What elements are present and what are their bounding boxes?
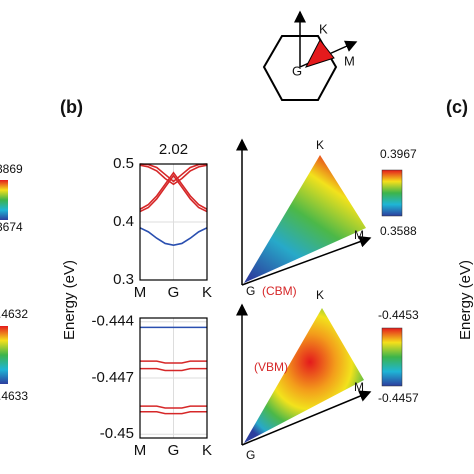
colorbar-label: .4632 bbox=[0, 307, 28, 321]
vbm-map bbox=[236, 303, 372, 446]
y-tick-label: -0.444 bbox=[91, 313, 134, 330]
colorbar-min: -0.4457 bbox=[378, 391, 419, 405]
colorbar-max: 0.3967 bbox=[380, 147, 417, 161]
band-line bbox=[139, 164, 208, 186]
colorbar bbox=[0, 180, 8, 220]
y-tick-label: -0.45 bbox=[100, 425, 134, 442]
y-axis-label: Energy (eV) bbox=[61, 260, 78, 340]
colorbar bbox=[0, 326, 8, 384]
point-g: G bbox=[246, 284, 255, 298]
y-tick-label: -0.447 bbox=[91, 369, 134, 386]
y-axis-label: Energy (eV) bbox=[457, 260, 474, 340]
band-line bbox=[140, 360, 207, 364]
colorbar-label: 3869 bbox=[0, 162, 23, 176]
x-tick-label: K bbox=[202, 442, 212, 459]
band-line bbox=[140, 367, 207, 372]
point-m: M bbox=[354, 228, 364, 242]
colorbar-min: 0.3588 bbox=[380, 224, 417, 238]
plot-frame bbox=[139, 317, 208, 439]
band-line bbox=[139, 227, 208, 247]
colorbar bbox=[381, 327, 403, 387]
colorbar-max: -0.4453 bbox=[378, 308, 419, 322]
panel-label: (b) bbox=[60, 97, 83, 117]
inset-g: G bbox=[292, 63, 302, 78]
x-tick-label: M bbox=[134, 442, 147, 459]
x-tick-label: M bbox=[134, 284, 147, 301]
x-tick-label: G bbox=[168, 442, 180, 459]
band-line bbox=[139, 174, 208, 213]
x-tick-label: K bbox=[202, 284, 212, 301]
colorbar-label: .4633 bbox=[0, 389, 28, 403]
vbm-note: (VBM) bbox=[254, 360, 288, 374]
cbm-map bbox=[236, 138, 372, 286]
point-g: G bbox=[246, 448, 255, 462]
band-line bbox=[139, 163, 208, 183]
point-m: M bbox=[354, 380, 364, 394]
y-tick-label: 0.4 bbox=[113, 213, 134, 230]
cbm-note: (CBM) bbox=[262, 284, 297, 298]
plot-frame bbox=[139, 163, 208, 281]
panel-label: (c) bbox=[446, 97, 468, 117]
inset-m: M bbox=[344, 53, 355, 68]
band-line bbox=[140, 405, 207, 409]
inset bbox=[262, 10, 358, 101]
inset-k: K bbox=[319, 21, 328, 36]
point-k: K bbox=[316, 288, 324, 302]
band-line bbox=[140, 410, 207, 415]
colorbar bbox=[381, 169, 403, 217]
colorbar-label: 3674 bbox=[0, 220, 23, 234]
band-line bbox=[139, 171, 208, 210]
x-tick-label: G bbox=[168, 284, 180, 301]
y-tick-label: 0.5 bbox=[113, 155, 134, 172]
plot-title: 2.02 bbox=[159, 141, 188, 158]
point-k: K bbox=[316, 138, 324, 152]
y-tick-label: 0.3 bbox=[113, 271, 134, 288]
